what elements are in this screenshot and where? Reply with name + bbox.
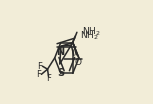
Text: F: F xyxy=(36,70,41,79)
Text: O: O xyxy=(75,58,82,67)
Text: S: S xyxy=(57,68,64,78)
Text: F: F xyxy=(37,62,42,71)
Text: F: F xyxy=(47,74,52,83)
Text: NH$_2$: NH$_2$ xyxy=(82,25,101,38)
Text: N: N xyxy=(56,47,64,57)
Text: NH$_2$: NH$_2$ xyxy=(80,30,99,42)
